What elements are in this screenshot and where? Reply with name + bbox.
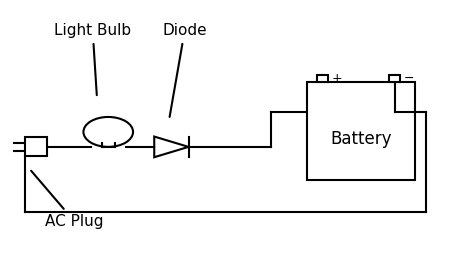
Bar (25, 137, 47, 156)
Bar (317, 75, 328, 82)
Text: Diode: Diode (162, 23, 207, 117)
Bar (389, 75, 400, 82)
Bar (307, 82, 415, 180)
Text: +: + (331, 72, 342, 85)
Text: −: − (404, 72, 414, 85)
Text: Battery: Battery (330, 130, 391, 148)
Text: AC Plug: AC Plug (31, 171, 104, 229)
Text: Light Bulb: Light Bulb (54, 23, 131, 95)
